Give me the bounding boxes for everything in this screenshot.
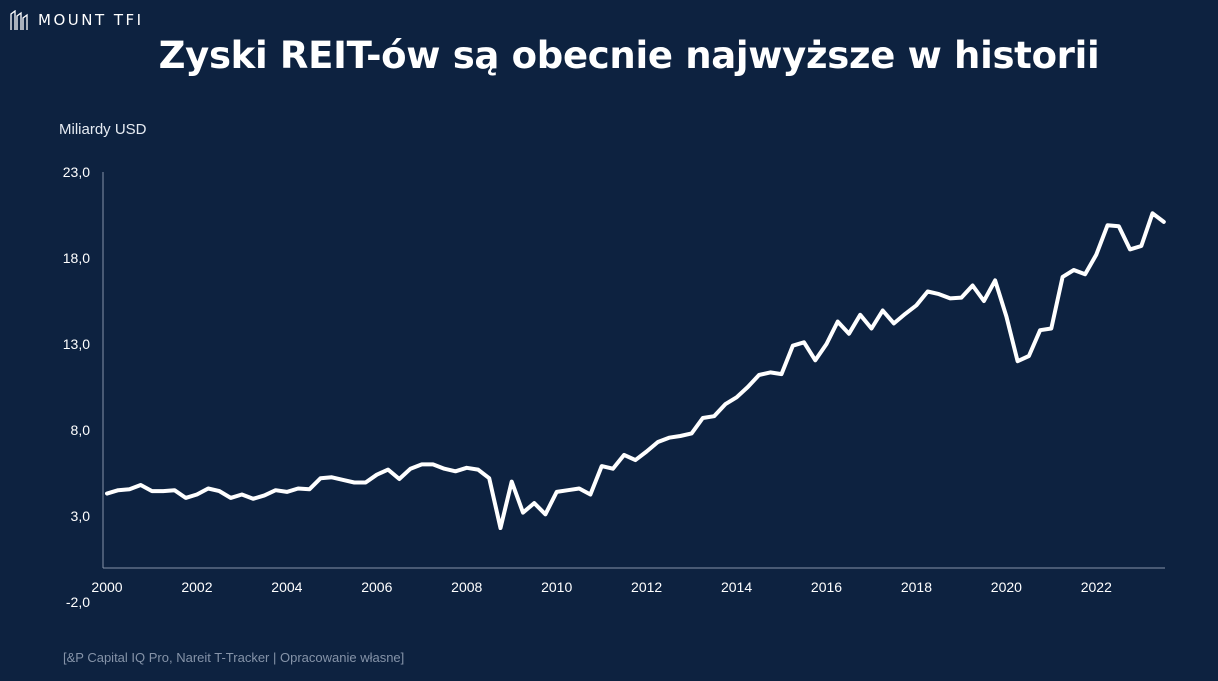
x-tick-label: 2010 [541, 579, 572, 595]
x-tick-label: 2000 [91, 579, 122, 595]
y-tick-label: 13,0 [63, 336, 90, 352]
x-tick-label: 2006 [361, 579, 392, 595]
x-tick-label: 2002 [181, 579, 212, 595]
x-tick-label: 2022 [1081, 579, 1112, 595]
y-axis-unit-label: Miliardy USD [59, 121, 147, 138]
brand-name: MOUNT TFI [38, 11, 144, 29]
y-tick-label: 3,0 [71, 508, 91, 524]
source-note: [&P Capital IQ Pro, Nareit T-Tracker | O… [63, 650, 405, 665]
y-tick-label: 18,0 [63, 250, 90, 266]
y-tick-label: -2,0 [66, 594, 90, 610]
x-tick-labels: 2000 2002 2004 2006 2008 2010 2012 2014 2016 2018… [91, 579, 1112, 595]
x-tick-label: 2020 [991, 579, 1022, 595]
y-tick-label: 8,0 [71, 422, 91, 438]
x-tick-label: 2004 [271, 579, 302, 595]
x-tick-label: 2016 [811, 579, 842, 595]
x-tick-label: 2008 [451, 579, 482, 595]
y-tick-labels: -2,0 3,0 8,0 13,0 18,0 23,0 [63, 164, 90, 610]
x-tick-label: 2012 [631, 579, 662, 595]
series-line [105, 211, 1166, 530]
x-tick-label: 2018 [901, 579, 932, 595]
x-tick-label: 2014 [721, 579, 752, 595]
y-tick-label: 23,0 [63, 164, 90, 180]
brand-logo: MOUNT TFI [10, 10, 144, 30]
chart-title: Zyski REIT-ów są obecnie najwyższe w his… [158, 34, 1100, 77]
mount-logo-icon [10, 10, 28, 30]
